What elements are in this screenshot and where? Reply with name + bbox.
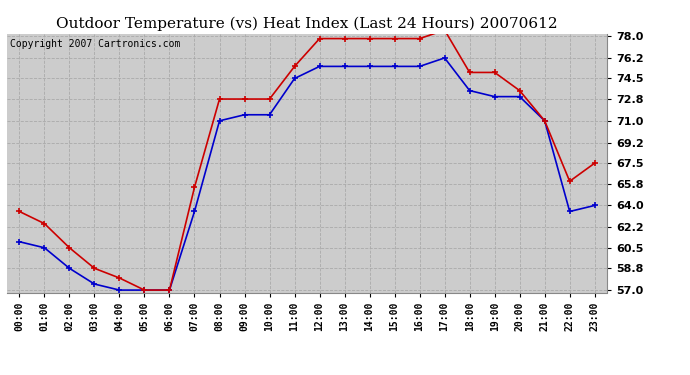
Text: Copyright 2007 Cartronics.com: Copyright 2007 Cartronics.com (10, 39, 180, 49)
Title: Outdoor Temperature (vs) Heat Index (Last 24 Hours) 20070612: Outdoor Temperature (vs) Heat Index (Las… (57, 17, 558, 31)
